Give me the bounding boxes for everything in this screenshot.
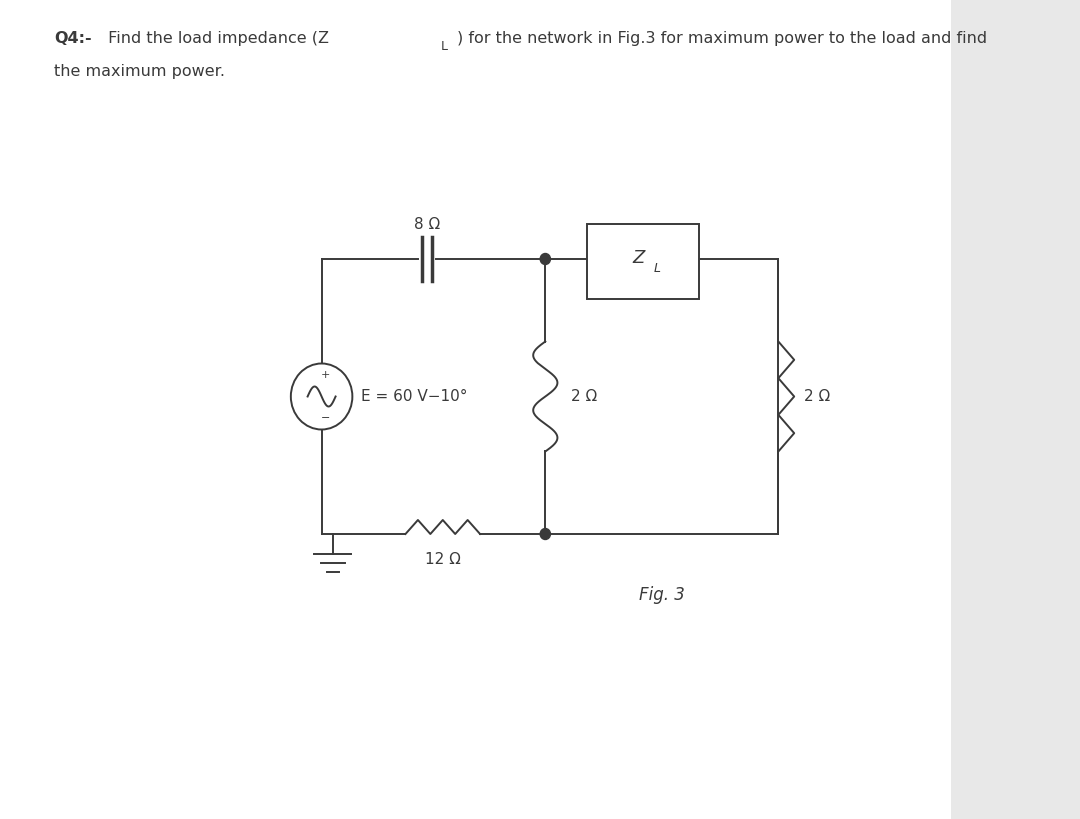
Circle shape [540, 254, 551, 265]
Text: Fig. 3: Fig. 3 [639, 586, 685, 604]
Text: Q4:-: Q4:- [54, 31, 92, 46]
Text: 2 Ω: 2 Ω [805, 389, 831, 404]
Text: ) for the network in Fig.3 for maximum power to the load and find: ) for the network in Fig.3 for maximum p… [457, 31, 987, 46]
Bar [588, 224, 699, 299]
Text: Z: Z [633, 250, 645, 268]
Text: +: + [321, 369, 330, 379]
Text: 8 Ω: 8 Ω [414, 217, 440, 232]
Text: L: L [653, 262, 661, 275]
Text: E = 60 V−10°: E = 60 V−10° [361, 389, 468, 404]
Text: −: − [321, 414, 330, 423]
Text: 2 Ω: 2 Ω [571, 389, 597, 404]
Text: L: L [441, 40, 448, 53]
Text: the maximum power.: the maximum power. [54, 64, 225, 79]
Text: 12 Ω: 12 Ω [424, 552, 461, 567]
FancyBboxPatch shape [0, 0, 950, 819]
Text: Find the load impedance (Z: Find the load impedance (Z [104, 31, 329, 46]
Circle shape [540, 528, 551, 540]
